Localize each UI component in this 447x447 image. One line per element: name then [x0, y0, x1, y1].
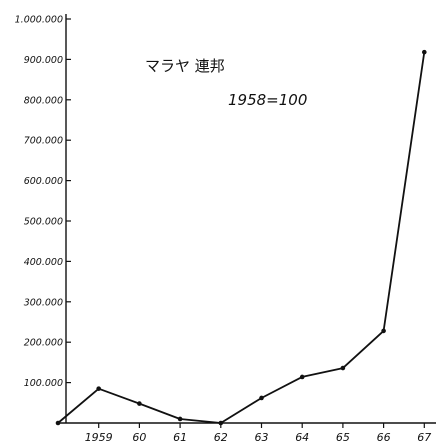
data-point: [218, 420, 224, 426]
data-point: [137, 401, 142, 406]
x-tick-label: 64: [295, 431, 309, 444]
y-tick-label: 100.000: [24, 378, 63, 389]
y-tick-label: 700.000: [24, 136, 63, 147]
x-tick-label: 67: [417, 431, 431, 444]
data-point: [96, 386, 101, 391]
data-point: [422, 49, 427, 55]
data-point: [55, 420, 61, 426]
y-tick-label: 600.000: [24, 176, 63, 187]
data-point: [177, 416, 183, 422]
x-tick-label: 60: [132, 431, 146, 444]
x-tick-label: 62: [214, 431, 228, 444]
series-line: [57, 51, 426, 424]
data-point: [340, 365, 346, 371]
x-tick-label: 1959: [85, 431, 113, 444]
y-tick-label: 1.000.000: [15, 15, 63, 26]
chart-subtitle: 1958=100: [228, 91, 307, 109]
x-tick-label: 61: [173, 431, 187, 444]
y-tick-label: 400.000: [24, 257, 63, 268]
y-tick-label: 900.000: [24, 55, 63, 66]
x-tick-label: 66: [377, 431, 391, 444]
y-ticks-group: 100.000 200.000 300.000 400.000 500.000 600.0…: [15, 15, 71, 389]
x-tick-label: 65: [336, 431, 350, 444]
y-tick-label: 200.000: [24, 338, 63, 349]
data-point: [381, 328, 386, 334]
series-group: [55, 49, 427, 426]
data-point: [299, 374, 305, 380]
y-tick-label: 500.000: [24, 217, 63, 228]
data-point: [259, 395, 264, 401]
x-tick-label: 63: [255, 431, 269, 444]
y-tick-label: 300.000: [24, 297, 63, 308]
chart-title: マラヤ 連邦: [145, 57, 225, 75]
x-ticks-group: 1959 60 61 62 63 64 65 66 67: [85, 423, 431, 444]
y-tick-label: 800.000: [24, 95, 63, 106]
